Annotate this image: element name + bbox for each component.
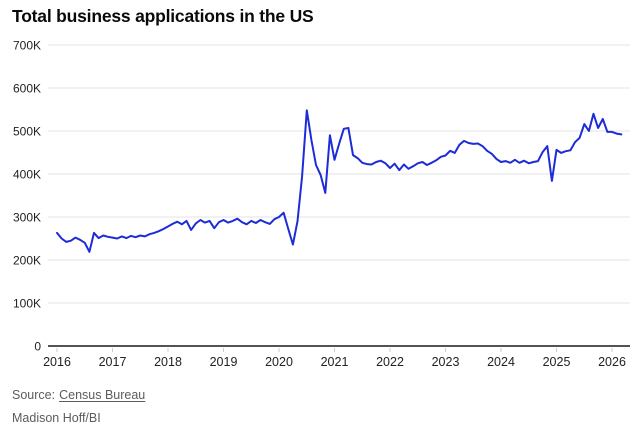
x-tick-label: 2025 [543, 355, 571, 369]
y-tick-label: 600K [13, 82, 41, 96]
source-prefix: Source: [12, 388, 56, 402]
x-tick-label: 2019 [210, 355, 238, 369]
x-tick-label: 2018 [154, 355, 182, 369]
y-tick-label: 400K [13, 168, 41, 182]
chart-title: Total business applications in the US [12, 6, 314, 26]
y-tick-label: 200K [13, 254, 41, 268]
y-tick-label: 300K [13, 211, 41, 225]
y-tick-label: 100K [13, 297, 41, 311]
source-line: Source: Census Bureau [12, 388, 145, 402]
x-tick-label: 2016 [43, 355, 71, 369]
x-tick-label: 2026 [598, 355, 626, 369]
series-line [56, 109, 623, 253]
y-tick-label: 700K [13, 39, 41, 53]
y-tick-label: 500K [13, 125, 41, 139]
x-tick-label: 2022 [376, 355, 404, 369]
x-tick-label: 2024 [487, 355, 515, 369]
x-tick-label: 2017 [99, 355, 127, 369]
x-tick-label: 2023 [432, 355, 460, 369]
byline: Madison Hoff/BI [12, 411, 101, 425]
y-tick-label: 0 [34, 340, 41, 354]
x-tick-label: 2021 [321, 355, 349, 369]
source-link[interactable]: Census Bureau [59, 388, 146, 402]
x-tick-label: 2020 [265, 355, 293, 369]
